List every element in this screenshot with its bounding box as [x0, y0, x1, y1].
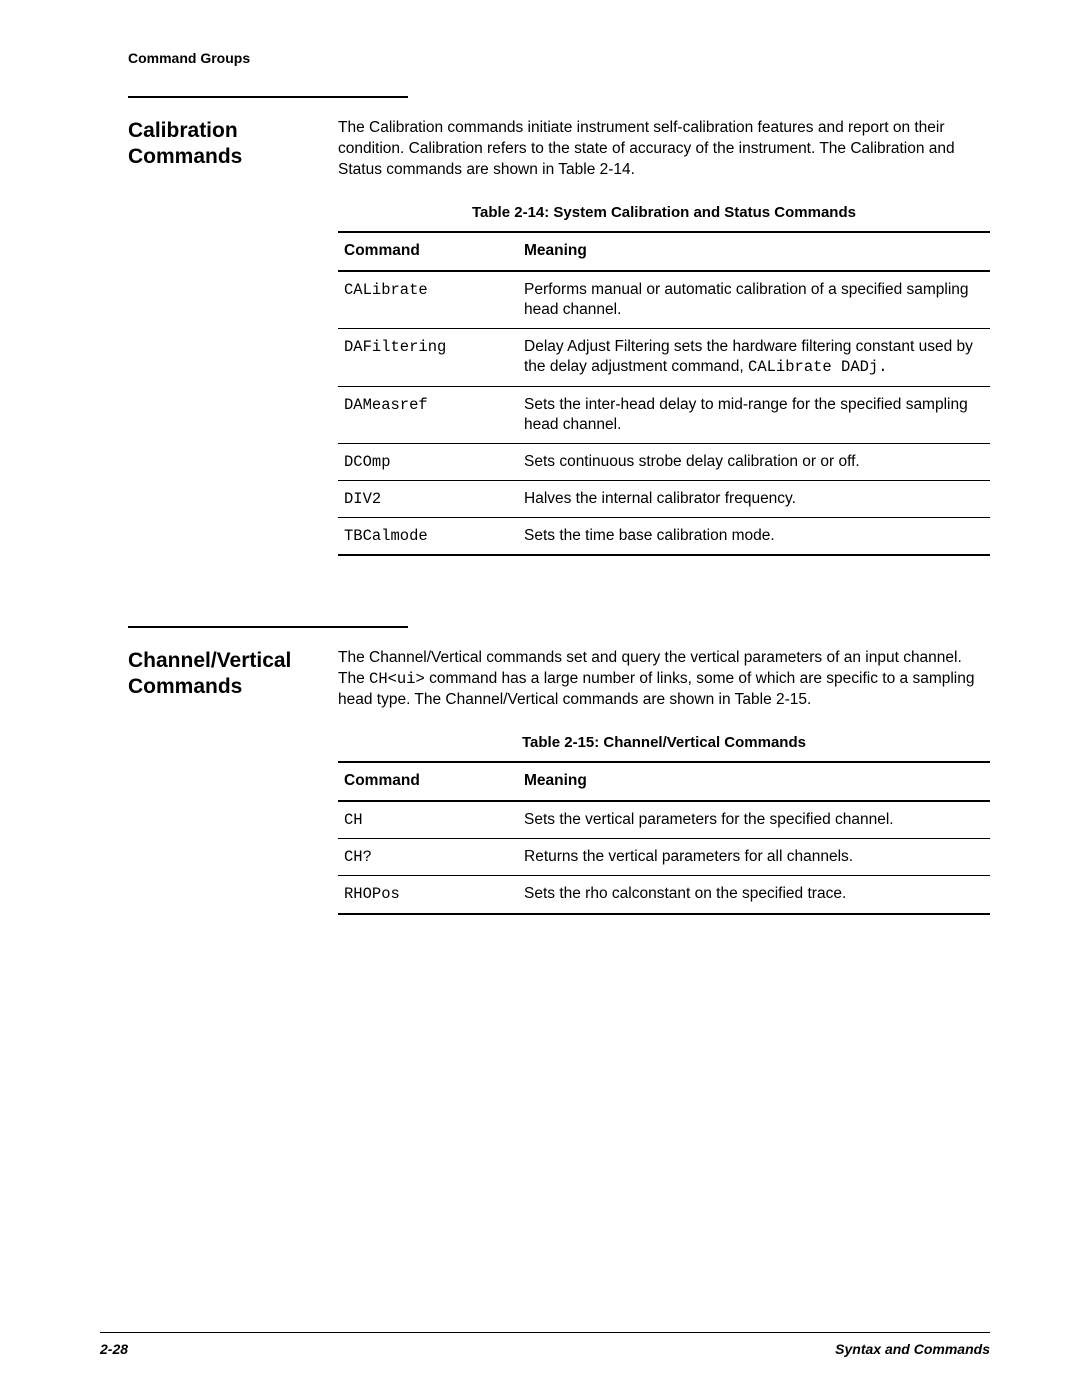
table-row: CH Sets the vertical parameters for the … — [338, 801, 990, 839]
table-row: DIV2 Halves the internal calibrator freq… — [338, 480, 990, 517]
meaning-cell: Delay Adjust Filtering sets the hardware… — [518, 329, 990, 386]
section-rule — [128, 626, 408, 628]
section-intro: The Calibration commands initiate instru… — [338, 118, 990, 181]
table-header-meaning: Meaning — [518, 232, 990, 271]
meaning-cell: Sets the rho calconstant on the specifie… — [518, 876, 990, 914]
table-row: CALibrate Performs manual or automatic c… — [338, 271, 990, 329]
meaning-cell: Sets the inter-head delay to mid-range f… — [518, 386, 990, 443]
section-calibration: Calibration Commands The Calibration com… — [100, 118, 990, 556]
table-row: DAFiltering Delay Adjust Filtering sets … — [338, 329, 990, 386]
page-header: Command Groups — [128, 50, 990, 66]
meaning-cell: Sets the vertical parameters for the spe… — [518, 801, 990, 839]
command-cell: DCOmp — [338, 443, 518, 480]
table-row: TBCalmode Sets the time base calibration… — [338, 518, 990, 556]
meaning-cell: Sets the time base calibration mode. — [518, 518, 990, 556]
section-channel-vertical: Channel/Vertical Commands The Channel/Ve… — [100, 648, 990, 914]
table-header-command: Command — [338, 762, 518, 801]
command-cell: CH? — [338, 839, 518, 876]
section-body: The Channel/Vertical commands set and qu… — [338, 648, 990, 914]
table-row: CH? Returns the vertical parameters for … — [338, 839, 990, 876]
command-cell: DIV2 — [338, 480, 518, 517]
table-row: DCOmp Sets continuous strobe delay calib… — [338, 443, 990, 480]
calibration-table: Command Meaning CALibrate Performs manua… — [338, 231, 990, 556]
table-row: RHOPos Sets the rho calconstant on the s… — [338, 876, 990, 914]
table-row: DAMeasref Sets the inter-head delay to m… — [338, 386, 990, 443]
meaning-cell: Halves the internal calibrator frequency… — [518, 480, 990, 517]
table-caption: Table 2-14: System Calibration and Statu… — [338, 203, 990, 223]
meaning-cell: Sets continuous strobe delay calibration… — [518, 443, 990, 480]
section-title: Channel/Vertical Commands — [128, 648, 338, 914]
table-header-meaning: Meaning — [518, 762, 990, 801]
channel-vertical-table: Command Meaning CH Sets the vertical par… — [338, 761, 990, 914]
meaning-cell: Returns the vertical parameters for all … — [518, 839, 990, 876]
table-header-command: Command — [338, 232, 518, 271]
page-footer: 2-28 Syntax and Commands — [100, 1332, 990, 1357]
page-number: 2-28 — [100, 1341, 128, 1357]
command-cell: RHOPos — [338, 876, 518, 914]
section-title: Calibration Commands — [128, 118, 338, 556]
section-body: The Calibration commands initiate instru… — [338, 118, 990, 556]
section-intro: The Channel/Vertical commands set and qu… — [338, 648, 990, 711]
meaning-cell: Performs manual or automatic calibration… — [518, 271, 990, 329]
table-caption: Table 2-15: Channel/Vertical Commands — [338, 733, 990, 753]
command-cell: TBCalmode — [338, 518, 518, 556]
command-cell: DAFiltering — [338, 329, 518, 386]
command-cell: CH — [338, 801, 518, 839]
footer-title: Syntax and Commands — [835, 1341, 990, 1357]
command-cell: DAMeasref — [338, 386, 518, 443]
command-cell: CALibrate — [338, 271, 518, 329]
section-rule — [128, 96, 408, 98]
